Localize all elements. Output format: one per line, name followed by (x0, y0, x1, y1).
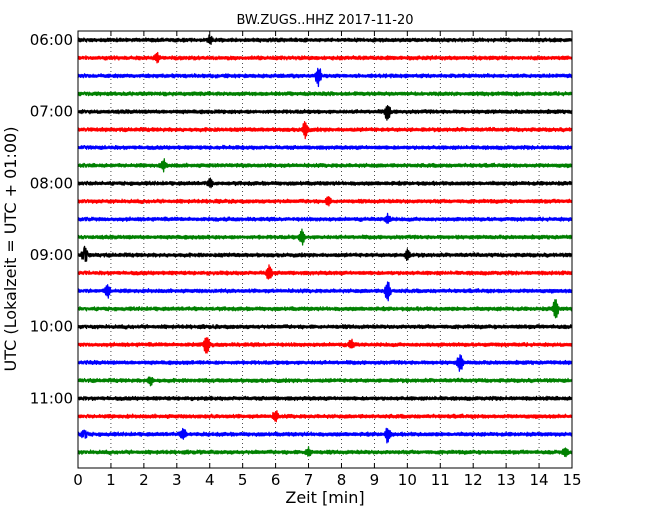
seismic-trace (77, 264, 573, 280)
x-tick-label: 15 (562, 471, 581, 489)
seismic-trace (77, 228, 573, 246)
seismic-trace (77, 91, 573, 97)
seismic-trace (77, 67, 573, 88)
y-tick-label: 10:00 (30, 318, 73, 336)
seismic-trace (77, 196, 573, 207)
axis-ticks: 0 1 2 3 4 5 6 7 8 9 10 11 12 13 14 1506:0007:0008:0009:… (30, 31, 582, 489)
x-tick-label: 5 (238, 471, 248, 489)
seismic-trace (77, 446, 573, 458)
trace-group (77, 34, 573, 458)
x-tick-label: 12 (464, 471, 483, 489)
x-tick-label: 8 (337, 471, 347, 489)
seismic-trace (77, 410, 573, 423)
x-axis-label: Zeit [min] (285, 488, 364, 507)
x-tick-label: 6 (271, 471, 281, 489)
x-tick-label: 14 (530, 471, 549, 489)
y-tick-label: 07:00 (30, 103, 73, 121)
seismic-trace (77, 144, 573, 151)
seismic-trace (77, 158, 573, 173)
seismic-trace (77, 337, 573, 354)
seismic-trace (77, 323, 573, 330)
y-tick-label: 09:00 (30, 246, 73, 264)
x-tick-label: 4 (205, 471, 215, 489)
seismic-trace (77, 34, 573, 45)
seismic-trace (77, 177, 573, 189)
x-tick-label: 0 (73, 471, 83, 489)
vertical-grid (110, 31, 540, 468)
seismic-trace (77, 212, 573, 224)
y-tick-label: 06:00 (30, 31, 73, 49)
x-tick-label: 3 (172, 471, 182, 489)
x-tick-label: 10 (398, 471, 417, 489)
seismic-trace (77, 395, 573, 402)
seismic-trace (77, 281, 573, 302)
x-tick-label: 2 (139, 471, 149, 489)
x-tick-label: 11 (431, 471, 450, 489)
y-tick-label: 08:00 (30, 174, 73, 192)
x-tick-label: 13 (497, 471, 516, 489)
y-axis-label: UTC (Lokalzeit = UTC + 01:00) (1, 127, 20, 372)
seismic-trace (77, 51, 573, 64)
seismic-trace (77, 427, 573, 444)
y-tick-label: 11:00 (30, 389, 73, 407)
seismic-trace (77, 104, 573, 121)
x-tick-label: 1 (106, 471, 116, 489)
seismic-trace (77, 354, 573, 372)
plot-frame (77, 30, 573, 469)
seismic-trace (77, 245, 573, 263)
x-tick-label: 7 (304, 471, 314, 489)
seismic-trace (77, 121, 573, 140)
x-tick-label: 9 (370, 471, 380, 489)
seismic-trace (77, 299, 573, 319)
seismic-trace (77, 376, 573, 387)
chart-title: BW.ZUGS..HHZ 2017-11-20 (236, 13, 413, 28)
